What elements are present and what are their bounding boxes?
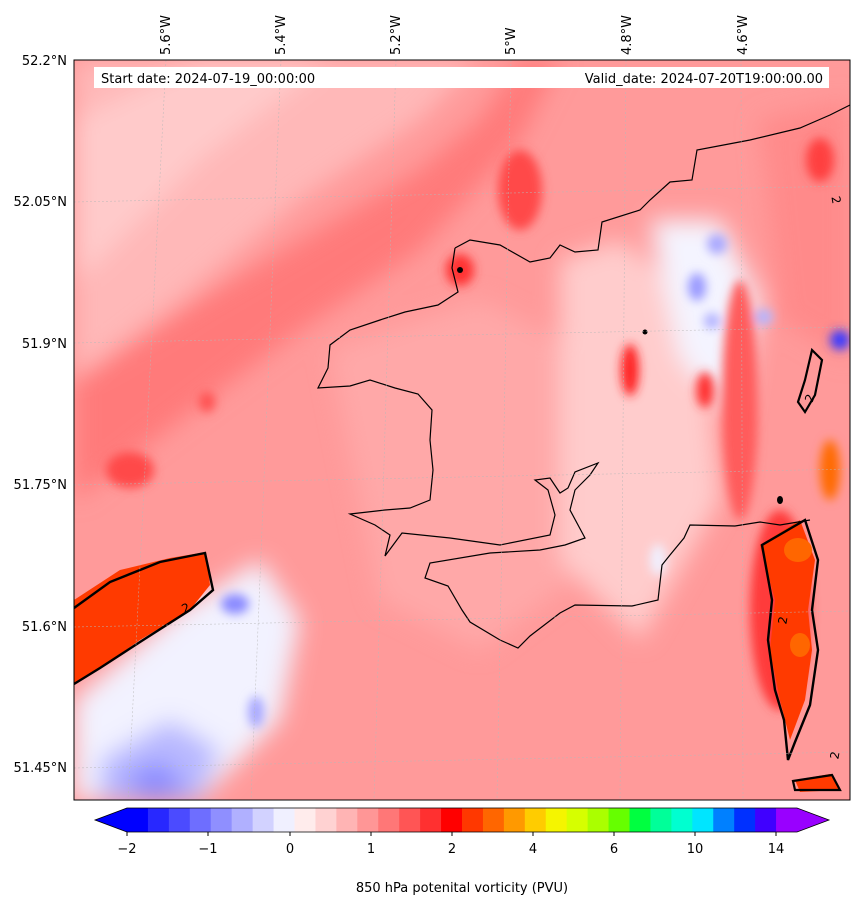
info-bar: [94, 67, 829, 88]
lon-label-2: 5.2°W: [389, 15, 404, 55]
colorbar-cell: [127, 808, 149, 832]
cbar-tick-2: 0: [286, 842, 294, 857]
lat-label-1: 52.05°N: [14, 195, 67, 210]
colorbar-cell: [650, 808, 672, 832]
map-frame: [73, 59, 851, 801]
colorbar-cell: [776, 808, 798, 832]
cbar-tick-8: 14: [768, 842, 785, 857]
cbar-tick-7: 10: [687, 842, 704, 857]
colorbar-cell: [315, 808, 337, 832]
lon-tick-labels: 5.6°W 5.4°W 5.2°W 5°W 4.8°W 4.6°W: [159, 15, 751, 55]
cbar-tick-6: 6: [610, 842, 618, 857]
colorbar-cell: [503, 808, 526, 832]
colorbar-cell: [189, 808, 212, 832]
colorbar-outline: [93, 807, 831, 833]
colorbar-cell: [566, 808, 589, 832]
contour-label-2: 2: [775, 615, 790, 625]
contour-label-4: 2: [802, 392, 818, 404]
lon-label-1: 5.4°W: [274, 15, 289, 55]
colorbar-cell: [357, 808, 379, 832]
contour-label-5: 2: [828, 195, 843, 205]
colorbar: −2 −1 0 1 2 4 6 10 14 850 hPa potenital …: [93, 807, 831, 896]
contour-label-3: 2: [827, 750, 842, 760]
colorbar-cell: [399, 808, 421, 832]
colorbar-cell: [273, 808, 295, 832]
lon-label-5: 4.6°W: [736, 15, 751, 55]
valid-date-text: Valid_date: 2024-07-20T19:00:00.00: [585, 72, 823, 87]
colorbar-cell: [420, 808, 442, 832]
lat-label-0: 52.2°N: [22, 54, 67, 69]
cbar-tick-0: −2: [117, 842, 136, 857]
colorbar-cell: [252, 808, 275, 832]
colorbar-cell: [462, 808, 484, 832]
colorbar-extend-max: [797, 808, 829, 832]
colorbar-cell: [336, 808, 358, 832]
colorbar-cells: [127, 808, 798, 832]
lat-label-4: 51.6°N: [22, 620, 67, 635]
colorbar-cell: [294, 808, 316, 832]
lat-tick-labels: 52.2°N 52.05°N 51.9°N 51.75°N 51.6°N 51.…: [14, 54, 67, 776]
colorbar-cell: [147, 808, 170, 832]
colorbar-cell: [692, 808, 714, 832]
colorbar-cell: [231, 808, 254, 832]
cbar-tick-1: −1: [198, 842, 217, 857]
lat-label-5: 51.45°N: [14, 761, 67, 776]
colorbar-cell: [545, 808, 568, 832]
cbar-tick-3: 1: [367, 842, 375, 857]
colorbar-cell: [608, 808, 630, 832]
cbar-tick-4: 2: [448, 842, 456, 857]
colorbar-extend-min: [95, 808, 127, 832]
colorbar-cell: [210, 808, 233, 832]
colorbar-cell: [168, 808, 191, 832]
colorbar-cell: [734, 808, 756, 832]
colorbar-cell: [671, 808, 693, 832]
colorbar-ticks: [126, 832, 777, 836]
colorbar-cell: [629, 808, 651, 832]
colorbar-cell: [524, 808, 547, 832]
lon-label-3: 5°W: [504, 27, 519, 55]
lat-label-3: 51.75°N: [14, 478, 67, 493]
colorbar-cell: [482, 808, 505, 832]
colorbar-cell: [587, 808, 610, 832]
colorbar-title: 850 hPa potenital vorticity (PVU): [356, 881, 568, 896]
cbar-tick-5: 4: [529, 842, 537, 857]
colorbar-cell: [441, 808, 463, 832]
lat-label-2: 51.9°N: [22, 337, 67, 352]
lon-label-4: 4.8°W: [620, 15, 635, 55]
pv-field: 2 2 2 2 2: [74, 60, 850, 800]
colorbar-cell: [755, 808, 777, 832]
colorbar-cell: [713, 808, 735, 832]
colorbar-cell: [378, 808, 400, 832]
start-date-text: Start date: 2024-07-19_00:00:00: [101, 72, 315, 87]
lon-label-0: 5.6°W: [159, 15, 174, 55]
